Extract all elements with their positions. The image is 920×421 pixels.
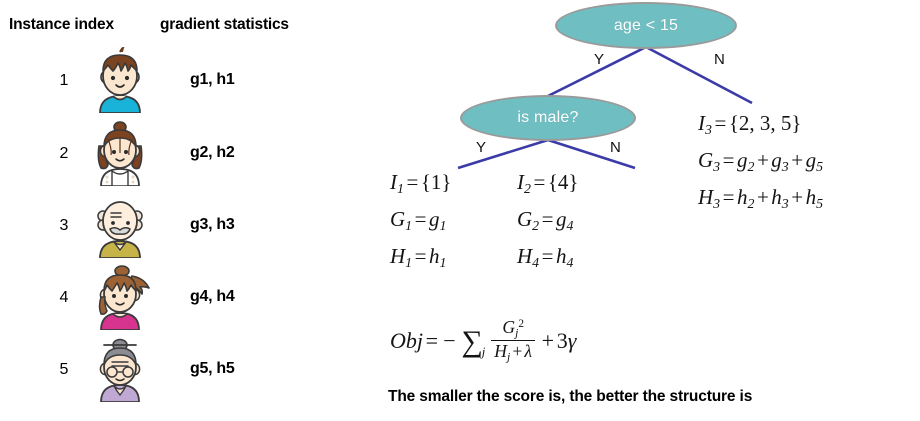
row-gradient-stats-label: g1, h1 bbox=[190, 71, 235, 88]
tree-node-label: age < 15 bbox=[613, 16, 679, 34]
row-index-label: 2 bbox=[59, 145, 69, 162]
table-row: 2 g2, h2 bbox=[0, 118, 340, 188]
old-man-avatar-icon bbox=[88, 192, 152, 258]
edge-label-ismale-no: N bbox=[610, 139, 621, 156]
girl-braids-avatar-icon bbox=[88, 120, 152, 186]
leaf-2-hessian-sum: H4 = h4 bbox=[517, 243, 574, 270]
objective-equals: = bbox=[425, 327, 439, 353]
tree-node-age-less-than-15[interactable]: age < 15 bbox=[555, 2, 737, 49]
summation-icon: ∑ bbox=[461, 324, 483, 358]
decision-tree-diagram: age < 15 is male? Y N Y N I1 = {1} G1 = g1 H… bbox=[340, 0, 920, 421]
row-index-label: 1 bbox=[59, 72, 69, 89]
table-row: 4 g4, h4 bbox=[0, 262, 340, 332]
edge-label-ismale-yes: Y bbox=[476, 139, 487, 156]
leaf-1-gradient-sum: G1 = g1 bbox=[390, 206, 447, 233]
fraction-denominator: Hj + λ bbox=[491, 340, 536, 364]
leaf-1-hessian-sum: H1 = h1 bbox=[390, 243, 447, 270]
row-gradient-stats-label: g5, h5 bbox=[190, 360, 235, 377]
edge-label-root-yes: Y bbox=[594, 51, 605, 68]
objective-plus: + bbox=[541, 327, 555, 353]
leaf-statistics-2: I2 = {4} G2 = g4 H4 = h4 bbox=[517, 167, 578, 278]
row-gradient-stats-label: g2, h2 bbox=[190, 144, 235, 161]
fraction-numerator: Gj2 bbox=[502, 317, 524, 340]
instance-table: Instance index gradient statistics 1 g1,… bbox=[0, 0, 340, 421]
row-gradient-stats-label: g3, h3 bbox=[190, 216, 235, 233]
old-woman-avatar-icon bbox=[88, 336, 152, 402]
gamma-symbol: γ bbox=[567, 327, 577, 353]
caption-text: The smaller the score is, the better the… bbox=[388, 388, 753, 405]
table-row: 1 g1, h1 bbox=[0, 45, 340, 115]
objective-name: Obj bbox=[390, 327, 423, 353]
row-gradient-stats-label: g4, h4 bbox=[190, 288, 235, 305]
table-row: 5 g5, h5 bbox=[0, 334, 340, 404]
table-row: 3 g3, h3 bbox=[0, 190, 340, 260]
edge-label-root-no: N bbox=[714, 51, 725, 68]
leaf-1-instance-set: I1 = {1} bbox=[390, 170, 452, 196]
column-header-gradient-statistics: gradient statistics bbox=[160, 16, 289, 33]
objective-function-formula: Obj = − ∑ j Gj2 Hj + λ + 3 γ bbox=[390, 317, 577, 364]
leaf-3-hessian-sum: H3 = h2 + h3 + h5 bbox=[698, 184, 824, 211]
tree-node-is-male[interactable]: is male? bbox=[460, 95, 636, 141]
boy-avatar-icon bbox=[88, 47, 152, 113]
leaf-3-instance-set: I3 = {2, 3, 5} bbox=[698, 111, 802, 137]
leaf-2-instance-set: I2 = {4} bbox=[517, 170, 579, 196]
objective-minus: − bbox=[443, 327, 456, 353]
summation-index: j bbox=[481, 344, 486, 359]
gamma-coefficient: 3 bbox=[556, 327, 568, 353]
leaf-3-gradient-sum: G3 = g2 + g3 + g5 bbox=[698, 147, 824, 174]
row-index-label: 4 bbox=[59, 289, 69, 306]
row-index-label: 5 bbox=[59, 361, 69, 378]
leaf-statistics-3: I3 = {2, 3, 5} G3 = g2 + g3 + g5 H3 = h2 + h3 + h5 bbox=[698, 108, 823, 219]
tree-node-label: is male? bbox=[517, 109, 579, 126]
column-header-instance-index: Instance index bbox=[9, 16, 114, 33]
leaf-2-gradient-sum: G2 = g4 bbox=[517, 206, 574, 233]
leaf-statistics-1: I1 = {1} G1 = g1 H1 = h1 bbox=[390, 167, 451, 278]
girl-ponytail-avatar-icon bbox=[88, 264, 152, 330]
objective-fraction: Gj2 Hj + λ bbox=[491, 317, 536, 364]
row-index-label: 3 bbox=[59, 217, 69, 234]
